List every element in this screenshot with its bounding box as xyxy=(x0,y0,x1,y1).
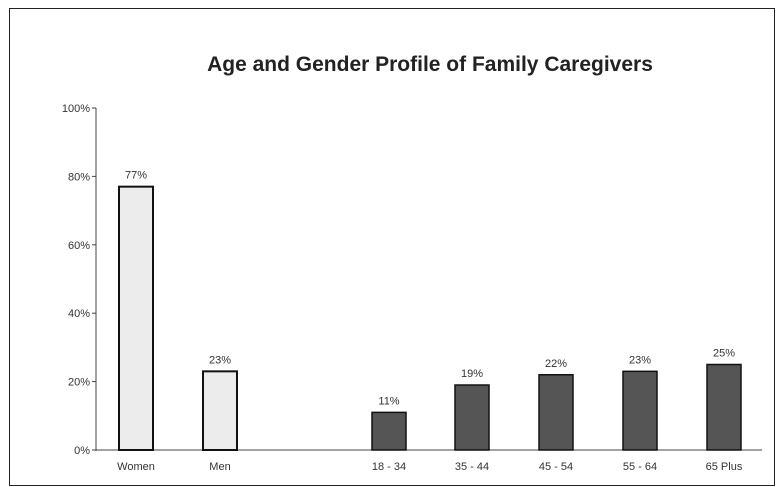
data-label: 25% xyxy=(713,348,735,360)
x-tick-label: 55 - 64 xyxy=(623,461,657,473)
y-tick-label: 100% xyxy=(62,103,90,115)
bar xyxy=(202,370,238,451)
data-label: 23% xyxy=(209,354,231,366)
y-tick-label: 40% xyxy=(68,308,90,320)
x-tick-label: 18 - 34 xyxy=(372,461,406,473)
x-tick-label: Men xyxy=(209,461,230,473)
bar xyxy=(622,370,658,451)
y-tick-label: 60% xyxy=(68,240,90,252)
data-label: 77% xyxy=(125,170,147,182)
data-label: 19% xyxy=(461,368,483,380)
bar xyxy=(706,363,742,451)
chart-bars xyxy=(118,185,742,451)
bar xyxy=(118,185,154,451)
chart-frame: Age and Gender Profile of Family Caregiv… xyxy=(9,8,775,486)
y-tick-label: 0% xyxy=(74,445,90,457)
y-tick-label: 20% xyxy=(68,377,90,389)
chart-title: Age and Gender Profile of Family Caregiv… xyxy=(207,53,653,76)
x-tick-label: 45 - 54 xyxy=(539,461,573,473)
data-label: 11% xyxy=(378,395,399,407)
x-tick-label: Women xyxy=(117,461,155,473)
chart-labels: 77% Women 23% Men 11% 18 - 34 19% 35 - 44 22% 45 … xyxy=(117,170,743,473)
data-label: 23% xyxy=(629,354,651,366)
bar xyxy=(371,411,407,451)
bar xyxy=(454,384,490,451)
data-label: 22% xyxy=(545,358,567,370)
x-tick-label: 65 Plus xyxy=(706,461,743,473)
bar xyxy=(538,374,574,451)
x-tick-label: 35 - 44 xyxy=(455,461,489,473)
bar-chart: Age and Gender Profile of Family Caregiv… xyxy=(62,53,762,473)
y-tick-label: 80% xyxy=(68,171,90,183)
